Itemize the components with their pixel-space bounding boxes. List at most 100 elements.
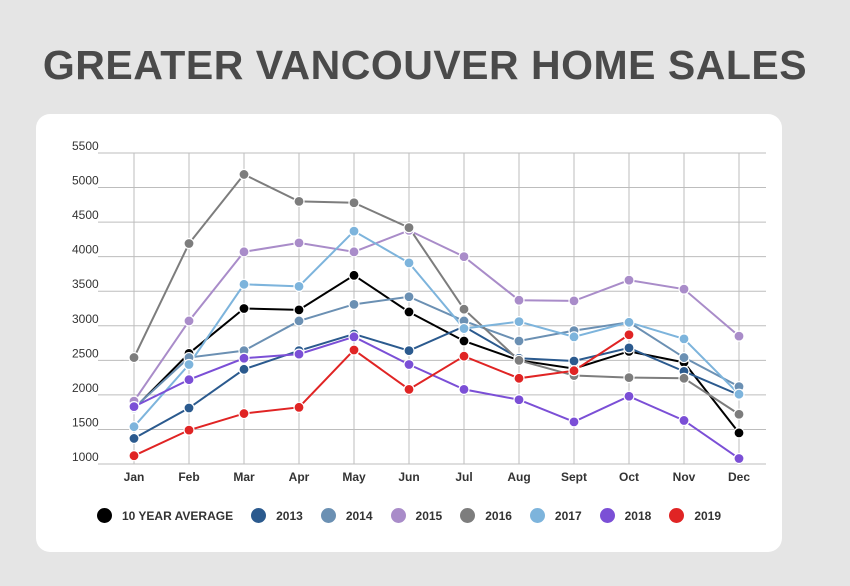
series-line <box>133 333 630 457</box>
legend-swatch <box>251 508 267 523</box>
data-point <box>238 278 250 290</box>
data-point <box>678 414 690 427</box>
data-point <box>403 291 415 303</box>
x-tick-label: May <box>342 470 366 484</box>
data-point <box>238 363 250 375</box>
x-tick-label: Apr <box>289 470 310 484</box>
legend-label: 2016 <box>485 508 512 523</box>
data-point <box>733 452 745 465</box>
series-line <box>133 274 740 434</box>
legend-item: 2014 <box>320 508 373 523</box>
legend-swatch <box>96 508 112 523</box>
data-point <box>348 331 360 343</box>
data-point <box>623 342 635 354</box>
y-tick-label: 2000 <box>72 381 99 395</box>
legend-item: 2017 <box>529 508 582 523</box>
data-point <box>733 427 745 439</box>
chart-legend: 10 YEAR AVERAGE 2013 2014 2015 2016 2017 2018 2… <box>36 508 782 523</box>
data-point <box>293 315 305 327</box>
data-point <box>128 421 140 433</box>
data-point <box>403 257 415 269</box>
legend-label: 2014 <box>345 508 373 523</box>
data-point <box>458 335 470 347</box>
legend-swatch <box>390 508 406 523</box>
data-point <box>568 365 580 377</box>
legend-swatch <box>669 508 685 523</box>
data-point <box>458 322 470 335</box>
series-line <box>133 335 740 460</box>
x-tick-label: Aug <box>507 470 530 484</box>
x-tick-label: Jul <box>455 470 472 484</box>
data-point <box>403 222 415 234</box>
x-tick-label: Jan <box>124 470 145 484</box>
legend-item: 2013 <box>251 508 303 523</box>
data-point <box>733 408 745 420</box>
data-point <box>293 304 305 316</box>
y-tick-label: 1000 <box>72 450 99 464</box>
data-point <box>568 416 580 428</box>
legend-item: 2015 <box>390 508 443 523</box>
data-point <box>183 424 195 436</box>
data-point <box>623 274 635 286</box>
data-point <box>678 372 690 384</box>
data-point <box>458 383 470 395</box>
data-point <box>293 348 305 360</box>
y-tick-label: 3500 <box>72 277 99 291</box>
page-title: GREATER VANCOUVER HOME SALES <box>42 42 808 88</box>
data-point <box>403 383 415 395</box>
y-tick-label: 5000 <box>72 174 99 188</box>
data-point <box>458 251 470 263</box>
data-point <box>568 355 580 367</box>
x-tick-label: Dec <box>728 470 750 484</box>
data-point <box>623 316 635 328</box>
legend-label: 2017 <box>554 508 582 523</box>
data-point <box>128 351 140 364</box>
data-point <box>293 401 305 413</box>
data-point <box>678 351 690 364</box>
line-chart: 1000 1500 2000 2500 3000 3500 4000 4500 5000 5500… <box>72 139 766 484</box>
data-point <box>183 315 195 327</box>
legend-swatch <box>529 508 545 523</box>
series-line <box>133 229 740 428</box>
data-point <box>183 358 195 371</box>
data-point <box>568 295 580 307</box>
x-tick-label: Nov <box>673 470 696 484</box>
legend-label: 2018 <box>624 508 652 523</box>
legend-swatch <box>320 508 336 523</box>
y-tick-label: 2500 <box>72 346 99 360</box>
data-point <box>403 306 415 318</box>
data-point <box>348 197 360 209</box>
legend-item: 2016 <box>460 508 512 523</box>
data-point <box>568 331 580 343</box>
series-line <box>133 325 740 440</box>
data-point <box>623 390 635 402</box>
y-tick-label: 5500 <box>72 139 99 153</box>
legend-item: 10 YEAR AVERAGE <box>96 508 233 523</box>
x-tick-label: Oct <box>619 470 639 484</box>
data-point <box>403 358 415 371</box>
data-point <box>293 280 305 292</box>
legend-swatch <box>599 508 615 523</box>
legend-label: 2013 <box>276 508 303 523</box>
x-tick-label: Mar <box>233 470 255 484</box>
legend-swatch <box>460 508 476 523</box>
data-point <box>513 372 525 384</box>
data-point <box>513 294 525 306</box>
data-point <box>238 302 250 315</box>
chart-card: 1000 1500 2000 2500 3000 3500 4000 4500 5000 5500… <box>36 114 782 552</box>
x-tick-label: Jun <box>398 470 419 484</box>
data-point <box>238 168 250 181</box>
y-tick-label: 4500 <box>72 208 99 222</box>
data-point <box>733 330 745 342</box>
data-point <box>293 237 305 249</box>
data-point <box>513 394 525 406</box>
x-tick-label: Feb <box>178 470 199 484</box>
x-tick-label: Sept <box>561 470 587 484</box>
legend-label: 2015 <box>415 508 443 523</box>
data-point <box>238 407 250 420</box>
data-point <box>348 344 360 356</box>
data-point <box>183 237 195 250</box>
legend-item: 2018 <box>599 508 652 523</box>
data-point <box>623 329 635 341</box>
data-point <box>513 335 525 347</box>
